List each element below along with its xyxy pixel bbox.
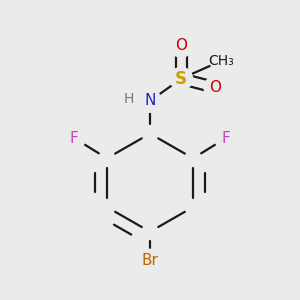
Text: F: F	[221, 130, 230, 146]
Circle shape	[139, 249, 161, 272]
Text: O: O	[175, 38, 187, 53]
Circle shape	[170, 68, 193, 90]
Text: CH₃: CH₃	[208, 54, 234, 68]
Text: Br: Br	[142, 253, 158, 268]
Text: F: F	[70, 130, 79, 146]
Circle shape	[63, 127, 86, 149]
Text: H: H	[123, 92, 134, 106]
Text: S: S	[175, 70, 187, 88]
Text: O: O	[209, 80, 221, 95]
Circle shape	[214, 127, 237, 149]
Circle shape	[170, 35, 193, 57]
Text: N: N	[144, 94, 156, 109]
Circle shape	[210, 50, 233, 72]
Circle shape	[204, 76, 227, 99]
Circle shape	[139, 90, 161, 112]
